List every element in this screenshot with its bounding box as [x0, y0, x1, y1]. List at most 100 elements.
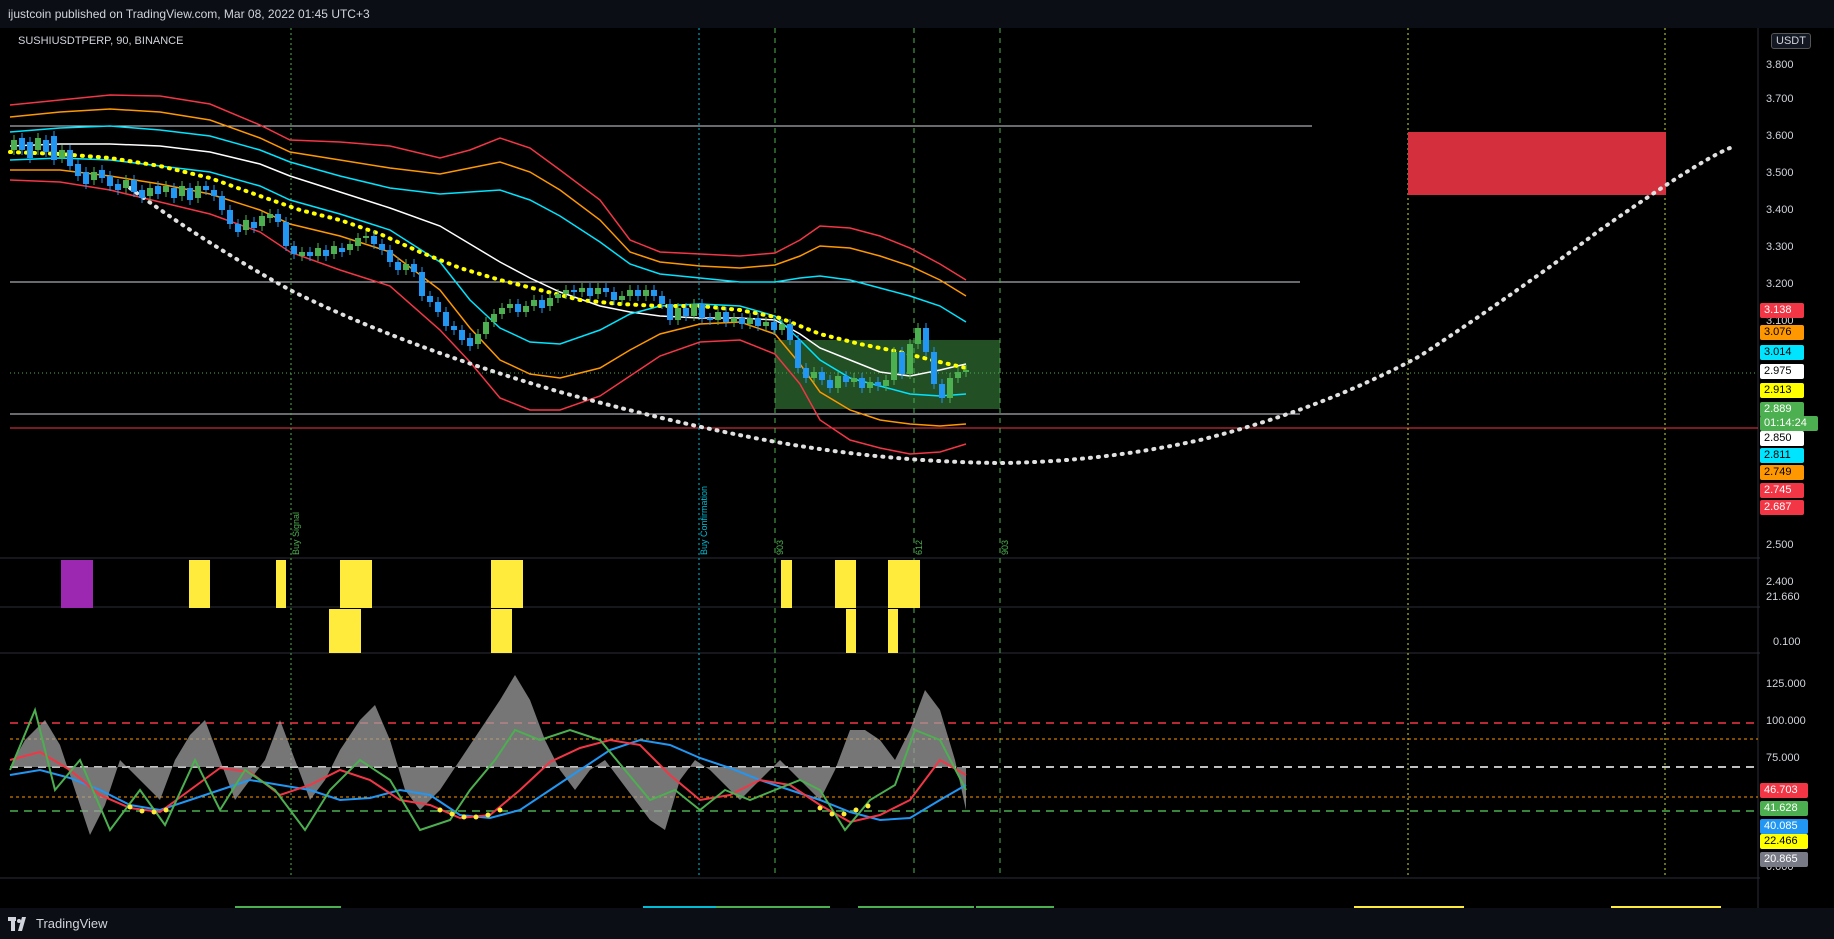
candle-body: [739, 318, 745, 324]
price-tick: 2.500: [1766, 539, 1794, 551]
band-basis: [9, 143, 967, 377]
candle-body: [867, 382, 873, 388]
currency-unit-badge[interactable]: USDT: [1771, 33, 1811, 49]
candle-body: [899, 352, 905, 374]
flag-bar: [888, 609, 898, 653]
parabolic-curve[interactable]: [128, 146, 1732, 466]
candle-body: [923, 328, 929, 352]
price-badge: 3.076: [1760, 325, 1804, 340]
price-tick: 3.100: [1766, 315, 1794, 327]
pane2-tick: 21.660: [1766, 591, 1800, 603]
candle-body: [611, 292, 617, 300]
candle-body: [859, 378, 865, 388]
osc-badge: 20.865: [1760, 852, 1808, 867]
candle-body: [755, 318, 761, 326]
candle-body: [403, 264, 409, 270]
band-lower-inner: [9, 157, 967, 397]
price-tick: 3.500: [1766, 167, 1794, 179]
price-tick: 2.400: [1766, 576, 1794, 588]
symbol-label[interactable]: SUSHIUSDTPERP, 90, BINANCE: [18, 35, 184, 47]
band-lower-outer: [9, 179, 967, 455]
osc-tick: 125.000: [1766, 678, 1806, 690]
osc-tick: 75.000: [1766, 752, 1800, 764]
publisher-header: ijustcoin published on TradingView.com, …: [0, 0, 1834, 28]
candle-body: [779, 324, 785, 330]
pane3-tick: 0.100: [1773, 636, 1801, 648]
candle-body: [643, 290, 649, 296]
target-zone[interactable]: [1408, 132, 1666, 195]
osc-badge: 22.466: [1760, 834, 1808, 849]
candle-body: [939, 384, 945, 398]
flag-bar: [61, 560, 93, 608]
osc-badge: 40.085: [1760, 819, 1808, 834]
candle-body: [379, 244, 385, 250]
publisher-text: ijustcoin published on TradingView.com, …: [8, 7, 370, 21]
candle-body: [155, 186, 161, 194]
price-tick: 3.800: [1766, 59, 1794, 71]
candle-body: [123, 180, 129, 188]
candle-body: [43, 140, 49, 152]
candle-body: [787, 324, 793, 340]
ma-dotted-yellow: [8, 150, 968, 370]
count-label: 903: [775, 540, 785, 555]
candle-body: [683, 308, 689, 316]
candle-body: [907, 344, 913, 374]
candle-body: [219, 196, 225, 210]
candle-body: [107, 176, 113, 186]
candle-body: [83, 172, 89, 184]
candle-body: [523, 306, 529, 312]
count-label: 612: [914, 540, 924, 555]
candle-body: [635, 290, 641, 296]
candle-body: [339, 248, 345, 252]
chart-canvas[interactable]: Buy Signal Buy Confirmation 903 612 903: [0, 28, 1834, 908]
chart-area[interactable]: Buy Signal Buy Confirmation 903 612 903: [0, 28, 1834, 928]
price-tick: 3.200: [1766, 278, 1794, 290]
candle-body: [851, 378, 857, 382]
candle-body: [75, 164, 81, 176]
candle-body: [843, 376, 849, 382]
candle-body: [147, 188, 153, 196]
candle-body: [171, 188, 177, 198]
candle-body: [443, 312, 449, 326]
price-badge: 2.889: [1760, 402, 1804, 417]
candle-body: [355, 238, 361, 246]
candle-body: [59, 150, 65, 158]
candle-body: [515, 304, 521, 312]
footer-bar: TradingView: [0, 908, 1834, 939]
candle-body: [555, 294, 561, 298]
candle-body: [619, 296, 625, 300]
flag-bar: [189, 560, 210, 608]
candle-body: [795, 340, 801, 368]
candle-body: [667, 304, 673, 320]
candle-body: [363, 236, 369, 238]
candle-body: [819, 372, 825, 380]
band-upper-mid: [9, 108, 967, 297]
candle-body: [91, 172, 97, 180]
candle-body: [19, 138, 25, 150]
candle-body: [411, 264, 417, 272]
candle-body: [883, 380, 889, 386]
osc-tick: 100.000: [1766, 715, 1806, 727]
candle-body: [323, 250, 329, 256]
candle-body: [459, 330, 465, 340]
candle-body: [227, 210, 233, 224]
candle-body: [267, 214, 273, 218]
candle-body: [931, 352, 937, 384]
flag-bar: [491, 560, 523, 608]
candle-body: [731, 318, 737, 322]
candle-body: [299, 252, 305, 256]
candle-body: [283, 222, 289, 246]
price-badge: 2.811: [1760, 448, 1804, 463]
candle-body: [563, 290, 569, 294]
price-tick: 3.700: [1766, 93, 1794, 105]
candle-body: [691, 304, 697, 316]
flag-bar: [846, 609, 856, 653]
tradingview-logo-icon: [8, 916, 30, 931]
candle-body: [347, 244, 353, 250]
buy-signal-label: Buy Signal: [291, 512, 301, 555]
price-badge: 2.745: [1760, 483, 1804, 498]
candlesticks: [11, 131, 969, 403]
candle-body: [483, 322, 489, 334]
brand-label: TradingView: [36, 916, 108, 931]
flag-bar: [491, 609, 512, 653]
